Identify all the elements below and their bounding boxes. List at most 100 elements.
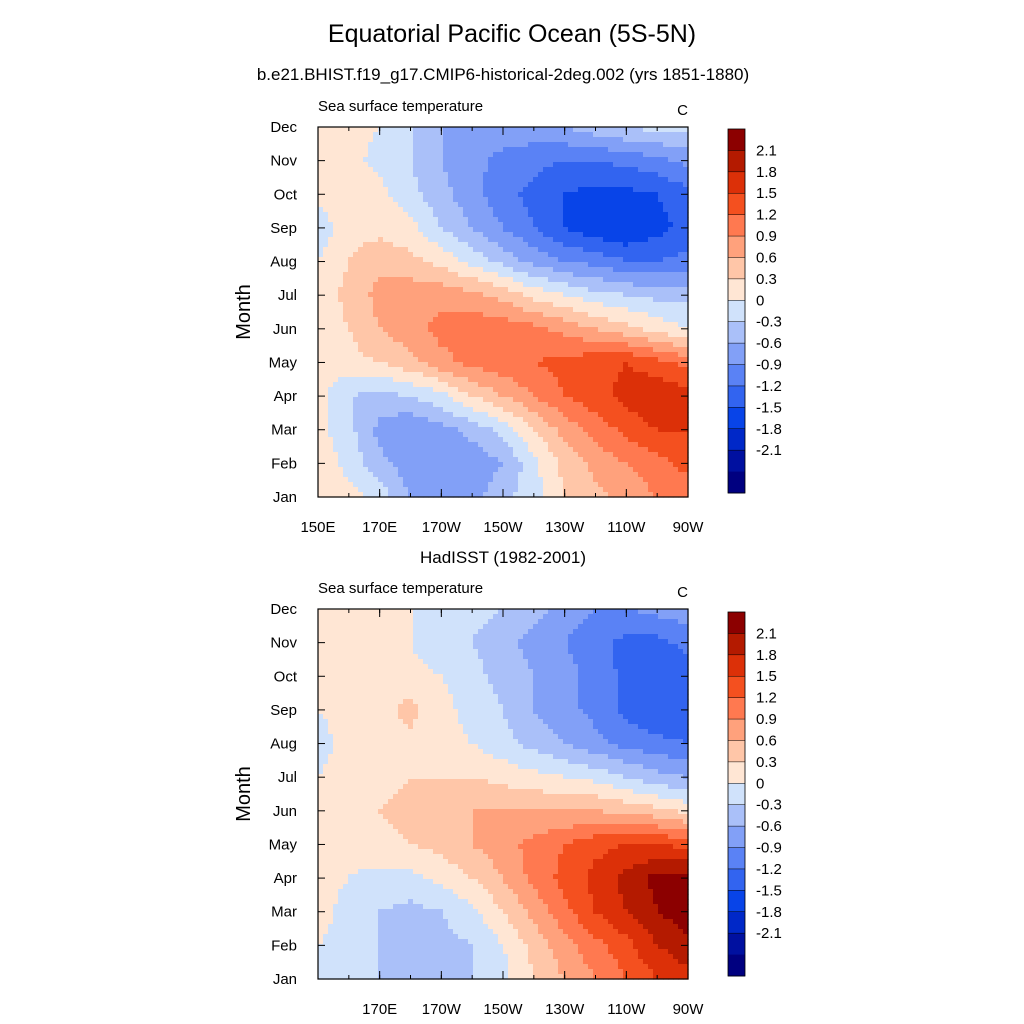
sst-cell <box>508 237 514 243</box>
sst-cell <box>533 222 539 228</box>
sst-cell <box>483 262 489 268</box>
sst-cell <box>618 142 624 148</box>
sst-cell <box>563 257 569 263</box>
sst-cell <box>548 442 554 448</box>
sst-cell <box>503 397 509 403</box>
sst-cell <box>333 327 339 333</box>
sst-cell <box>318 417 324 423</box>
sst-cell <box>578 182 584 188</box>
sst-cell <box>453 327 459 333</box>
sst-cell <box>503 182 509 188</box>
sst-cell <box>578 367 584 373</box>
sst-cell <box>413 472 419 478</box>
sst-cell <box>588 347 594 353</box>
sst-cell <box>613 452 619 458</box>
sst-cell <box>343 362 349 368</box>
sst-cell <box>573 477 579 483</box>
sst-cell <box>653 222 659 228</box>
sst-cell <box>608 347 614 353</box>
sst-cell <box>453 272 459 278</box>
sst-cell <box>363 207 369 213</box>
sst-cell <box>533 297 539 303</box>
sst-cell <box>448 467 454 473</box>
sst-cell <box>593 317 599 323</box>
sst-cell <box>363 407 369 413</box>
sst-cell <box>478 352 484 358</box>
sst-cell <box>593 297 599 303</box>
sst-cell <box>323 302 329 308</box>
sst-cell <box>373 302 379 308</box>
sst-cell <box>388 427 394 433</box>
sst-cell <box>318 367 324 373</box>
sst-cell <box>453 407 459 413</box>
sst-cell <box>333 317 339 323</box>
sst-cell <box>478 482 484 488</box>
sst-cell <box>628 387 634 393</box>
sst-cell <box>618 437 624 443</box>
sst-cell <box>633 272 639 278</box>
sst-cell <box>418 397 424 403</box>
sst-cell <box>528 162 534 168</box>
sst-cell <box>598 312 604 318</box>
sst-cell <box>613 202 619 208</box>
sst-cell <box>353 232 359 238</box>
sst-cell <box>538 377 544 383</box>
sst-cell <box>503 457 509 463</box>
sst-cell <box>418 237 424 243</box>
sst-cell <box>338 267 344 273</box>
sst-cell <box>483 492 489 498</box>
sst-cell <box>583 272 589 278</box>
sst-cell <box>603 452 609 458</box>
sst-cell <box>398 277 404 283</box>
sst-cell <box>618 442 624 448</box>
sst-cell <box>508 317 514 323</box>
sst-cell <box>548 232 554 238</box>
sst-cell <box>563 377 569 383</box>
sst-cell <box>588 352 594 358</box>
sst-cell <box>558 337 564 343</box>
sst-cell <box>638 462 644 468</box>
sst-cell <box>643 332 649 338</box>
sst-cell <box>513 462 519 468</box>
sst-cell <box>448 157 454 163</box>
sst-cell <box>588 412 594 418</box>
sst-cell <box>378 377 384 383</box>
sst-cell <box>443 437 449 443</box>
sst-cell <box>423 307 429 313</box>
sst-cell <box>618 272 624 278</box>
sst-cell <box>528 142 534 148</box>
sst-cell <box>398 462 404 468</box>
sst-cell <box>563 432 569 438</box>
sst-cell <box>323 372 329 378</box>
sst-cell <box>488 167 494 173</box>
sst-cell <box>638 392 644 398</box>
sst-cell <box>573 372 579 378</box>
sst-cell <box>538 307 544 313</box>
sst-cell <box>588 237 594 243</box>
sst-cell <box>648 372 654 378</box>
sst-cell <box>443 182 449 188</box>
sst-cell <box>408 192 414 198</box>
sst-cell <box>533 152 539 158</box>
sst-cell <box>358 282 364 288</box>
sst-cell <box>443 412 449 418</box>
sst-cell <box>368 257 374 263</box>
sst-cell <box>633 342 639 348</box>
sst-cell <box>333 237 339 243</box>
sst-cell <box>528 447 534 453</box>
sst-cell <box>583 187 589 193</box>
sst-cell <box>343 152 349 158</box>
sst-cell <box>468 272 474 278</box>
sst-cell <box>443 202 449 208</box>
sst-cell <box>393 277 399 283</box>
sst-cell <box>638 217 644 223</box>
sst-cell <box>383 417 389 423</box>
sst-cell <box>533 142 539 148</box>
sst-cell <box>563 232 569 238</box>
sst-cell <box>318 337 324 343</box>
sst-cell <box>408 452 414 458</box>
sst-cell <box>638 127 644 133</box>
sst-cell <box>643 342 649 348</box>
sst-cell <box>328 297 334 303</box>
sst-cell <box>558 302 564 308</box>
